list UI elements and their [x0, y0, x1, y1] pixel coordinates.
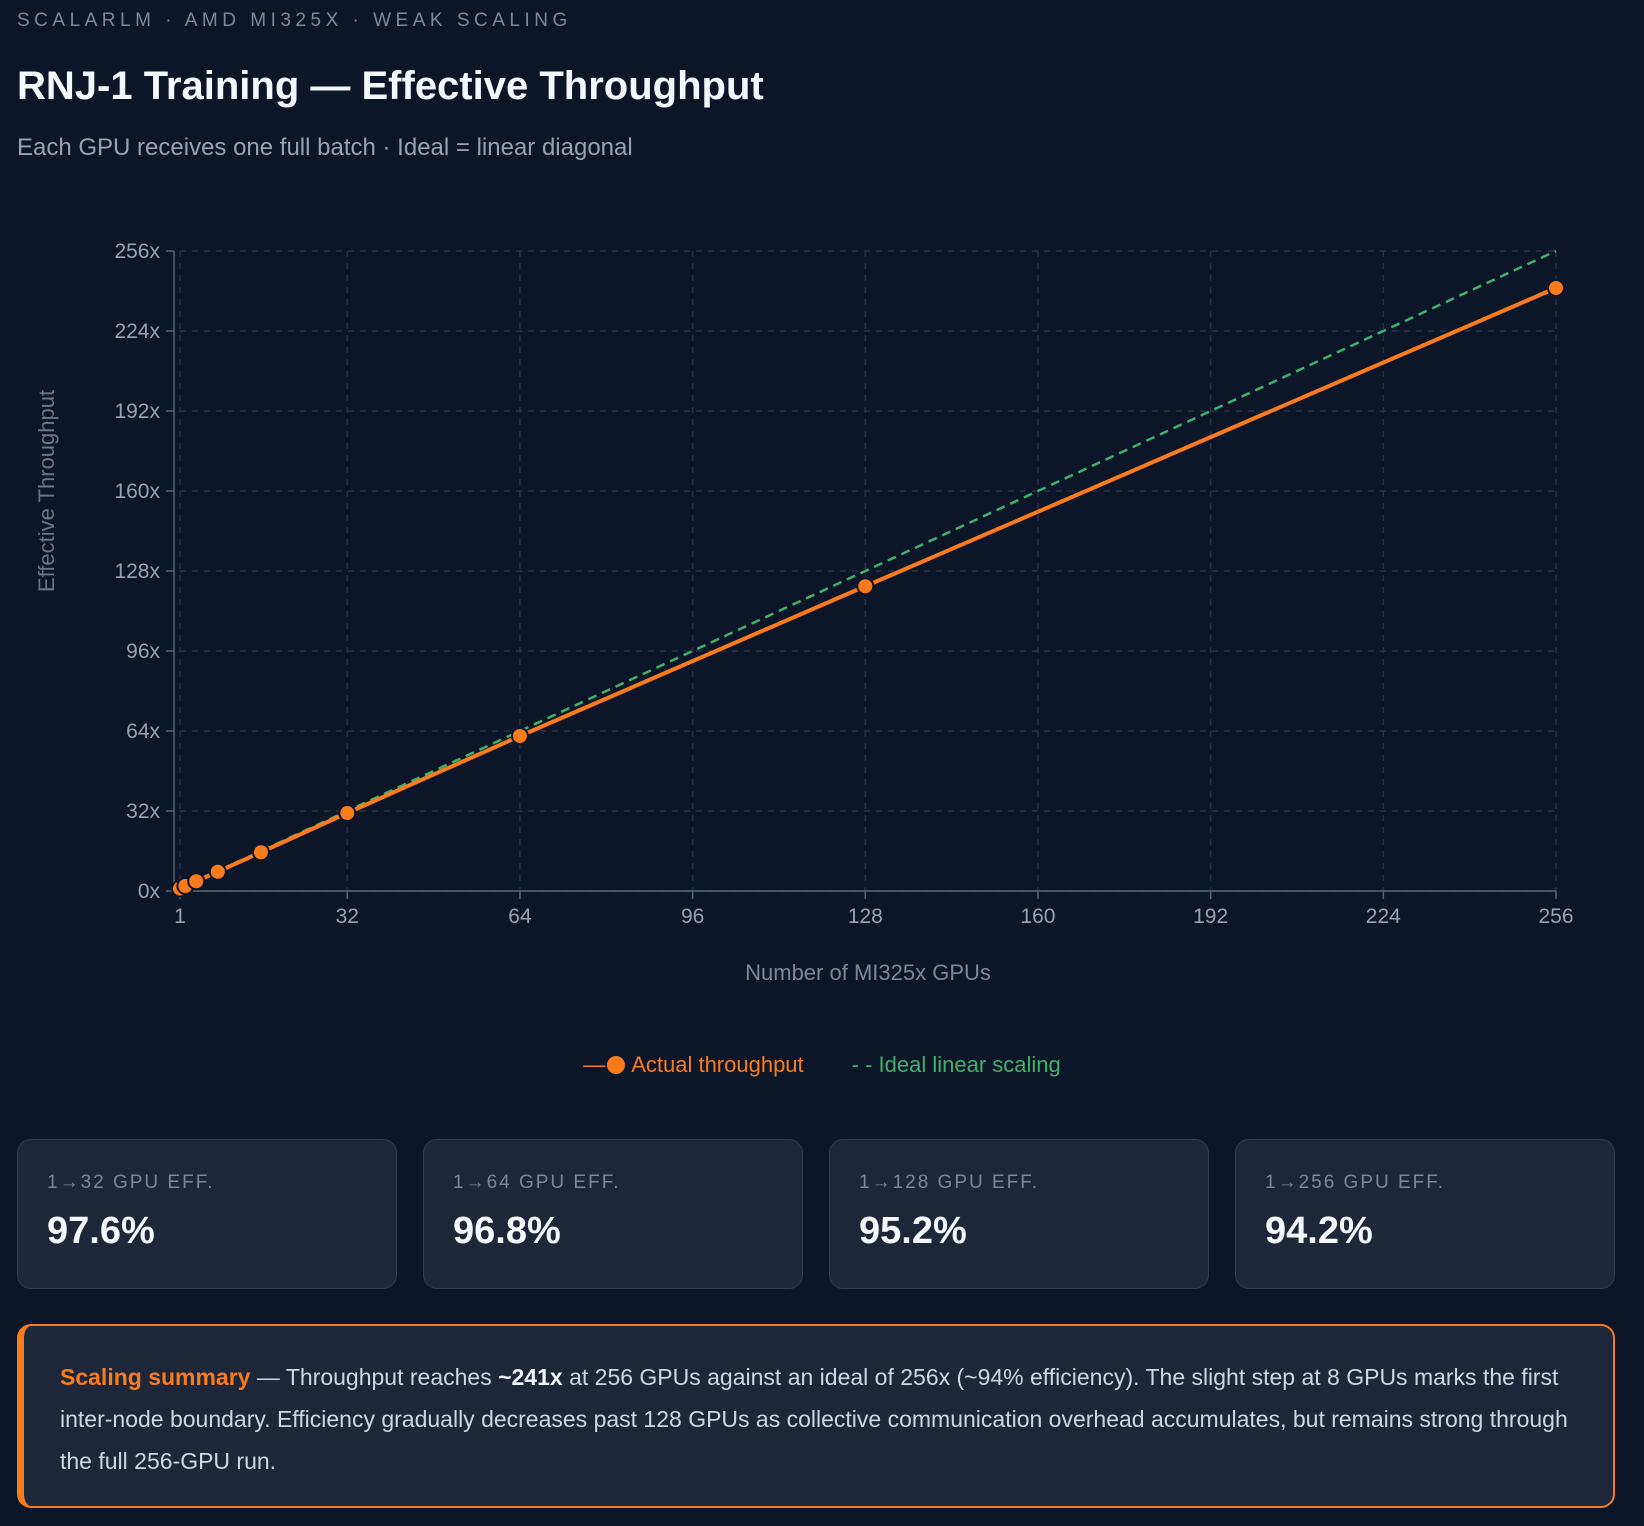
data-point [1547, 279, 1565, 297]
legend-actual: — Actual throughput [583, 1052, 803, 1078]
legend-line-icon: — [583, 1052, 606, 1077]
x-tick-label: 160 [1020, 905, 1055, 928]
legend-actual-label: Actual throughput [631, 1052, 804, 1077]
x-axis-label: Number of MI325x GPUs [745, 960, 991, 985]
data-point [856, 577, 875, 596]
x-tick-label: 128 [848, 905, 883, 928]
y-tick-label: 96x [126, 640, 160, 663]
throughput-chart: 1 32 64 96 128 160 192 224 256 0x 32x 64x 96x 128x 160… [34, 240, 1574, 985]
page-title: RNJ-1 Training — Effective Throughput [17, 64, 764, 108]
y-tick-label: 64x [126, 720, 160, 743]
x-tick-label: 224 [1366, 905, 1401, 928]
y-tick-label: 0x [138, 880, 161, 903]
x-tick-label: 1 [174, 905, 186, 928]
y-tick-label: 32x [126, 800, 160, 823]
y-axis-label: Effective Throughput [34, 390, 59, 592]
legend-dot-icon [607, 1056, 626, 1074]
data-point [187, 872, 206, 891]
legend: — Actual throughput - - Ideal linear scal… [0, 1052, 1644, 1078]
ideal-line [179, 249, 1557, 890]
efficiency-card: 1→256 GPU EFF. 94.2% [1235, 1139, 1615, 1289]
card-value: 95.2% [859, 1210, 967, 1252]
card-value: 94.2% [1265, 1210, 1373, 1252]
page-subtitle: Each GPU receives one full batch · Ideal… [17, 134, 633, 161]
summary-text: — Throughput reaches [250, 1364, 499, 1390]
data-point [338, 804, 357, 822]
card-label: 1→128 GPU EFF. [859, 1172, 1040, 1193]
x-tick-label: 192 [1193, 905, 1228, 928]
efficiency-cards: 1→32 GPU EFF. 97.6% 1→64 GPU EFF. 96.8% 1→… [17, 1139, 1615, 1289]
x-tick-label: 256 [1538, 905, 1573, 928]
card-value: 97.6% [47, 1210, 155, 1252]
data-point [208, 862, 227, 881]
y-tick-label: 128x [114, 560, 160, 583]
card-label: 1→32 GPU EFF. [47, 1172, 215, 1193]
efficiency-card: 1→32 GPU EFF. 97.6% [17, 1139, 397, 1289]
card-value: 96.8% [453, 1210, 561, 1252]
y-tick-label: 224x [114, 320, 160, 343]
y-tick-label: 160x [114, 480, 160, 503]
summary-text: at 256 GPUs against an ideal of 256x (~9… [60, 1364, 1568, 1474]
data-point [510, 727, 529, 745]
card-label: 1→64 GPU EFF. [453, 1172, 621, 1193]
efficiency-card: 1→128 GPU EFF. 95.2% [829, 1139, 1209, 1289]
card-label: 1→256 GPU EFF. [1265, 1172, 1446, 1193]
x-tick-label: 96 [681, 905, 704, 928]
eyebrow: SCALARLM · AMD MI325X · WEAK SCALING [17, 10, 572, 31]
scaling-summary: Scaling summary — Throughput reaches ~24… [17, 1324, 1615, 1508]
efficiency-card: 1→64 GPU EFF. 96.8% [423, 1139, 803, 1289]
y-tick-label: 192x [114, 400, 160, 423]
summary-highlight: ~241x [498, 1364, 563, 1390]
legend-ideal: - - Ideal linear scaling [851, 1052, 1061, 1077]
summary-heading: Scaling summary [60, 1364, 251, 1390]
x-tick-label: 64 [508, 905, 532, 928]
data-point [251, 843, 270, 862]
y-tick-label: 256x [114, 240, 160, 263]
x-tick-label: 32 [336, 905, 359, 928]
